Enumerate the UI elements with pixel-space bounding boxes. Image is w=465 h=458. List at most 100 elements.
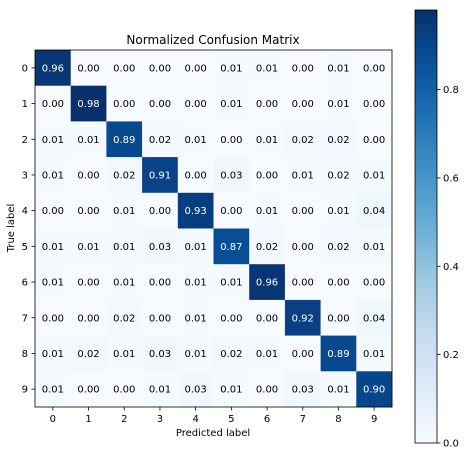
- cell-value-label: 0.02: [256, 242, 278, 253]
- heatmap-cell: [320, 121, 357, 158]
- x-tick-label: 8: [335, 414, 341, 425]
- heatmap-cell: [177, 157, 214, 194]
- cell-value-label: 0.96: [256, 278, 278, 289]
- heatmap-cell: [249, 228, 286, 265]
- heatmap-cell: [70, 371, 107, 408]
- cell-value-label: 0.96: [42, 63, 64, 74]
- heatmap-cell: [320, 157, 357, 194]
- cell-value-label: 0.01: [42, 349, 64, 360]
- cell-value-label: 0.00: [77, 63, 99, 74]
- heatmap-cell: [213, 157, 250, 194]
- cell-value-label: 0.02: [292, 135, 314, 146]
- cell-value-label: 0.01: [42, 170, 64, 181]
- heatmap-cell: [142, 121, 179, 158]
- x-axis-label: Predicted label: [176, 428, 250, 439]
- heatmap-cell: [284, 335, 321, 372]
- heatmap-cell: [142, 299, 179, 336]
- cell-value-label: 0.00: [363, 99, 385, 110]
- heatmap-cell: [320, 50, 357, 86]
- heatmap-cell: [106, 371, 143, 408]
- heatmap-cell: [35, 264, 71, 301]
- heatmap-cell: [356, 299, 393, 336]
- heatmap-cell: [213, 335, 250, 372]
- cell-value-label: 0.01: [77, 135, 99, 146]
- cell-value-label: 0.00: [327, 278, 349, 289]
- cell-value-label: 0.01: [327, 63, 349, 74]
- plot-frame: [34, 49, 393, 408]
- cell-value-label: 0.01: [185, 278, 207, 289]
- y-tick-label: 6: [22, 278, 28, 289]
- cell-value-label: 0.00: [292, 99, 314, 110]
- heatmap-cell: [70, 121, 107, 158]
- cell-value-label: 0.01: [185, 135, 207, 146]
- x-tick-label: 9: [371, 414, 377, 425]
- heatmap-cell: [284, 192, 321, 229]
- x-tick-label: 5: [228, 414, 234, 425]
- cell-value-label: 0.01: [185, 242, 207, 253]
- heatmap-cell: [356, 121, 393, 158]
- heatmap-cell: [142, 50, 179, 86]
- heatmap-cell: [284, 264, 321, 301]
- heatmap-cell: [177, 192, 214, 229]
- cell-value-label: 0.04: [363, 206, 385, 217]
- heatmap-cell: [356, 192, 393, 229]
- cell-value-label: 0.01: [327, 99, 349, 110]
- cell-value-label: 0.00: [77, 385, 99, 396]
- cell-value-label: 0.90: [363, 385, 385, 396]
- heatmap-cell: [249, 299, 286, 336]
- cell-value-label: 0.00: [149, 63, 171, 74]
- cell-value-label: 0.00: [149, 206, 171, 217]
- heatmap-cell: [249, 121, 286, 158]
- heatmap-cell: [177, 121, 214, 158]
- heatmap-cell: [320, 299, 357, 336]
- cell-value-label: 0.89: [327, 349, 349, 360]
- heatmap-cell: [35, 371, 71, 408]
- x-tick-label: 3: [157, 414, 163, 425]
- cell-value-label: 0.01: [327, 206, 349, 217]
- cell-value-label: 0.00: [42, 313, 64, 324]
- heatmap-cell: [356, 85, 393, 122]
- heatmap-cell: [213, 50, 250, 86]
- cell-value-label: 0.00: [42, 206, 64, 217]
- cell-value-label: 0.00: [292, 206, 314, 217]
- cell-value-label: 0.00: [149, 313, 171, 324]
- y-tick-label: 3: [22, 170, 28, 181]
- colorbar: [414, 9, 438, 444]
- heatmap-cell: [70, 228, 107, 265]
- heatmap-cell: [70, 264, 107, 301]
- heatmap-cell: [284, 228, 321, 265]
- cell-value-label: 0.02: [77, 349, 99, 360]
- heatmap-cell: [320, 264, 357, 301]
- heatmap-cell: [213, 228, 250, 265]
- cell-value-label: 0.00: [185, 63, 207, 74]
- heatmap-cell: [106, 50, 143, 86]
- cell-value-label: 0.00: [220, 206, 242, 217]
- heatmap-cell: [35, 157, 71, 194]
- heatmap-cell: [70, 50, 107, 86]
- cell-value-label: 0.00: [113, 99, 135, 110]
- colorbar-tick-label: 0.2: [443, 350, 459, 361]
- x-tick-label: 1: [85, 414, 91, 425]
- cell-value-label: 0.01: [42, 242, 64, 253]
- heatmap-cell: [284, 121, 321, 158]
- cell-value-label: 0.01: [256, 63, 278, 74]
- cell-value-label: 0.02: [327, 135, 349, 146]
- cell-value-label: 0.01: [363, 349, 385, 360]
- heatmap-cell: [35, 192, 71, 229]
- heatmap-cell: [284, 299, 321, 336]
- cell-value-label: 0.00: [327, 313, 349, 324]
- heatmap-cell: [35, 50, 71, 86]
- heatmap-cell: [177, 85, 214, 122]
- y-tick-label: 1: [22, 99, 28, 110]
- heatmap-cell: [106, 264, 143, 301]
- cell-value-label: 0.01: [113, 242, 135, 253]
- heatmap-cell: [35, 121, 71, 158]
- heatmap-cell: [249, 157, 286, 194]
- colorbar-tick-label: 0.0: [443, 439, 459, 450]
- cell-value-label: 0.00: [185, 99, 207, 110]
- heatmap-cell: [213, 299, 250, 336]
- cell-value-label: 0.00: [77, 278, 99, 289]
- heatmap-cell: [320, 85, 357, 122]
- y-tick-label: 0: [22, 63, 28, 74]
- cell-value-label: 0.03: [149, 349, 171, 360]
